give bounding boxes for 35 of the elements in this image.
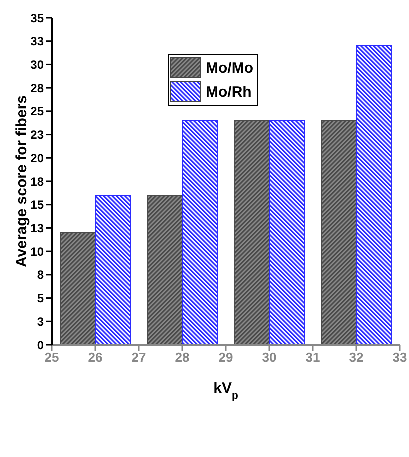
x-tick-label: 30 [262,350,277,366]
bar [234,120,270,345]
bar [60,232,96,345]
y-tick-label: 3 [37,314,44,329]
x-tick-label: 29 [218,350,234,366]
y-tick-label: 23 [30,128,44,142]
bar [182,120,218,345]
legend-label: Mo/Mo [206,60,254,76]
y-tick-label: 0 [37,338,44,352]
y-tick-label: 35 [30,11,44,26]
y-tick-label: 15 [30,198,44,212]
bar [269,120,306,345]
x-tick-label: 27 [132,350,146,366]
bar [356,46,392,345]
x-axis-title: kV$_{p}$ [214,380,238,402]
y-tick-label: 25 [30,104,44,119]
y-tick-label: 10 [30,244,44,259]
y-tick-label: 28 [30,81,44,96]
bar [322,120,358,345]
y-tick-label: 18 [30,174,44,189]
bar [95,195,132,345]
y-tick-label: 8 [37,268,44,282]
x-tick-label: 31 [306,350,320,366]
y-tick-label: 5 [37,292,44,306]
x-tick-label: 32 [349,350,364,366]
y-axis-title: Average score for fibers [13,95,30,268]
bar [148,195,184,345]
x-tick-label: 28 [175,350,190,366]
y-tick-label: 30 [30,58,44,72]
y-tick-label: 20 [30,151,44,166]
x-tick-label: 33 [392,350,408,366]
legend-label: Mo/Rh [206,84,252,100]
y-tick-label: 13 [30,221,44,236]
y-tick-label: 33 [30,34,44,49]
x-tick-label: 26 [88,350,103,366]
